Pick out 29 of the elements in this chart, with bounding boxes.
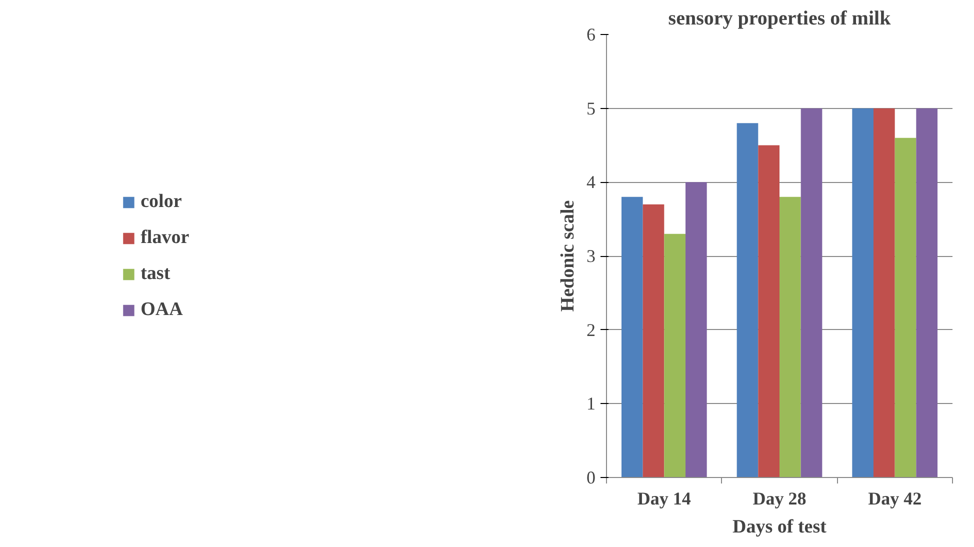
- y-tick-label: 5: [586, 98, 596, 118]
- y-tick-label: 6: [586, 24, 596, 44]
- x-tick-label: Day 42: [868, 488, 922, 508]
- legend-label: tast: [140, 262, 170, 284]
- y-tick-label: 3: [586, 246, 596, 266]
- y-tick-label: 2: [586, 320, 596, 340]
- x-tick-label: Day 14: [637, 488, 691, 508]
- bar: [686, 182, 707, 478]
- chart-title: sensory properties of milk: [668, 8, 892, 30]
- bar: [642, 204, 664, 478]
- bar: [780, 196, 801, 478]
- bar: [916, 108, 938, 478]
- y-tick-label: 1: [586, 394, 596, 414]
- legend-label: flavor: [140, 226, 190, 248]
- bar: [800, 108, 822, 478]
- legend-label: OAA: [140, 298, 183, 320]
- x-tick-label: Day 28: [752, 488, 806, 508]
- y-tick-label: 4: [586, 172, 596, 192]
- x-axis-title: Days of test: [732, 516, 828, 538]
- y-tick-label: 0: [586, 468, 596, 488]
- bar: [873, 108, 895, 478]
- bar: [621, 196, 643, 478]
- bar: [852, 108, 874, 478]
- bar: [664, 234, 686, 478]
- y-axis-title: Hedonic scale: [558, 200, 578, 312]
- bar: [894, 138, 916, 478]
- legend-label: color: [140, 190, 182, 212]
- bar: [736, 123, 758, 478]
- bar: [758, 145, 780, 478]
